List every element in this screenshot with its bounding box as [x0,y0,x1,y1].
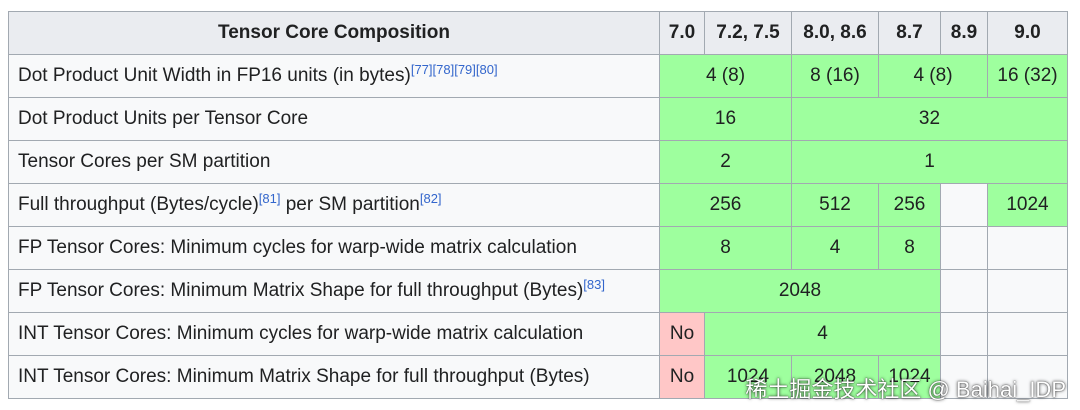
citation-link[interactable]: [81] [258,191,281,206]
empty-cell [987,269,1068,313]
table-row: FP Tensor Cores: Minimum Matrix Shape fo… [8,269,1068,313]
citation-link[interactable]: [78] [432,62,455,77]
citation-link[interactable]: [83] [583,277,605,292]
row-header: Dot Product Unit Width in FP16 units (in… [8,54,660,98]
citation-refs: [83] [583,277,605,292]
table-cell: 512 [791,183,879,227]
citation-refs: [77][78][79][80] [411,62,498,77]
col-header-8-7: 8.7 [878,11,941,55]
row-label: Dot Product Unit Width in FP16 units (in… [18,65,411,86]
col-header-7-2-7-5: 7.2, 7.5 [704,11,792,55]
table-row: FP Tensor Cores: Minimum cycles for warp… [8,226,1068,270]
empty-cell [940,183,988,227]
empty-cell [987,312,1068,356]
row-header: Full throughput (Bytes/cycle)[81] per SM… [8,183,660,227]
table-cell: 1024 [987,183,1068,227]
row-header: Tensor Cores per SM partition [8,140,660,184]
table-cell: 32 [791,97,1068,141]
table-cell: 16 (32) [987,54,1068,98]
row-label: Full throughput (Bytes/cycle) [18,194,259,215]
unsupported-cell: No [659,312,705,356]
watermark: 稀土掘金技术社区 @ Baihai_IDP [745,377,1066,402]
empty-cell [940,355,988,399]
row-label: per SM partition [280,194,420,215]
col-header-8-9: 8.9 [940,11,988,55]
table-cell: 256 [878,183,941,227]
table-row: Dot Product Units per Tensor Core 16 32 [8,97,1068,141]
table-cell: 2 [659,140,792,184]
table-cell: 8 [659,226,792,270]
table-row: INT Tensor Cores: Minimum cycles for war… [8,312,1068,356]
table-row: Dot Product Unit Width in FP16 units (in… [8,54,1068,98]
row-header: FP Tensor Cores: Minimum cycles for warp… [8,226,660,270]
table-cell: 1 [791,140,1068,184]
table-title: Tensor Core Composition [8,11,660,55]
tensor-core-table: Tensor Core Composition 7.0 7.2, 7.5 8.0… [8,11,1068,399]
table-cell: 256 [659,183,792,227]
table-cell: 4 [704,312,941,356]
header-row: Tensor Core Composition 7.0 7.2, 7.5 8.0… [8,11,1068,55]
row-label: FP Tensor Cores: Minimum Matrix Shape fo… [18,280,584,301]
table-cell: 4 [791,226,879,270]
table-row: Full throughput (Bytes/cycle)[81] per SM… [8,183,1068,227]
col-header-8-0-8-6: 8.0, 8.6 [791,11,879,55]
row-header: Dot Product Units per Tensor Core [8,97,660,141]
citation-link[interactable]: [77] [410,62,433,77]
table-row: INT Tensor Cores: Minimum Matrix Shape f… [8,355,1068,399]
table-cell: 16 [659,97,792,141]
col-header-7-0: 7.0 [659,11,705,55]
table-cell: 8 (16) [791,54,879,98]
empty-cell [940,269,988,313]
col-header-9-0: 9.0 [987,11,1068,55]
empty-cell [987,355,1068,399]
empty-cell [940,226,988,270]
citation-refs: [81] [259,191,281,206]
empty-cell [940,312,988,356]
table-cell: 2048 [659,269,941,313]
citation-link[interactable]: [79] [454,62,476,77]
citation-link[interactable]: [80] [475,62,498,77]
table-cell: 4 (8) [659,54,792,98]
unsupported-cell: No [659,355,705,399]
table-cell: 8 [878,226,941,270]
citation-link[interactable]: [82] [419,191,442,206]
empty-cell [987,226,1068,270]
table-cell: 1024 [704,355,792,399]
row-header: INT Tensor Cores: Minimum cycles for war… [8,312,660,356]
row-header: INT Tensor Cores: Minimum Matrix Shape f… [8,355,660,399]
table-cell: 4 (8) [878,54,988,98]
row-header: FP Tensor Cores: Minimum Matrix Shape fo… [8,269,660,313]
citation-refs: [82] [420,191,442,206]
table-cell: 1024 [878,355,941,399]
table-row: Tensor Cores per SM partition 2 1 [8,140,1068,184]
